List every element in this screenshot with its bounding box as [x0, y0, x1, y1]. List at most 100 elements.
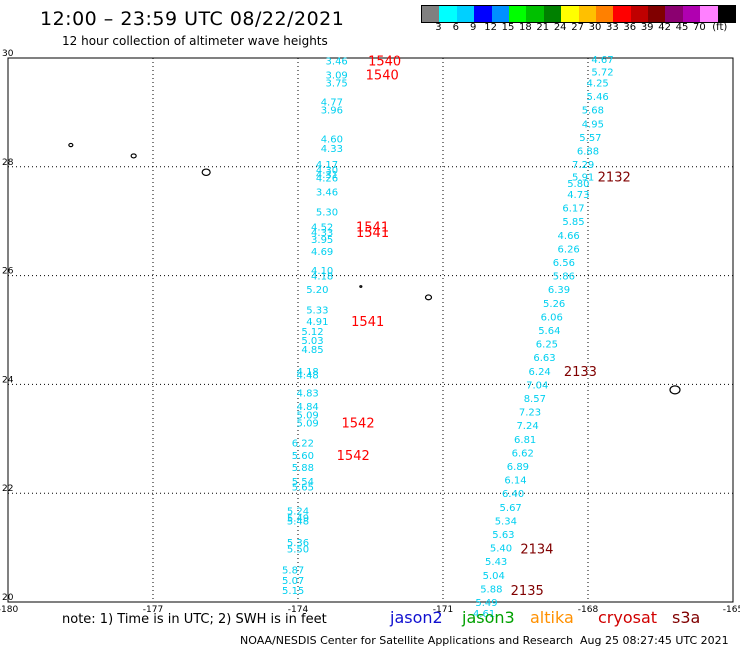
lat-tick-label: 24: [2, 375, 14, 385]
color-scale-label: 42: [658, 22, 671, 33]
footer-timestamp: Aug 25 08:27:45 UTC 2021: [580, 634, 729, 647]
wave-height-label: 3.46: [326, 57, 348, 68]
wave-height-label: 5.07: [282, 576, 304, 587]
lon-tick-label: -180: [0, 605, 18, 615]
color-swatch: [526, 6, 544, 22]
color-swatch: [595, 6, 614, 22]
wave-height-label: 7.24: [516, 421, 538, 432]
wave-height-label: 6.63: [533, 353, 555, 364]
color-scale-label: 6: [452, 22, 459, 33]
color-swatch: [543, 6, 562, 22]
island-outline: [359, 285, 363, 288]
wave-height-label: 4.61: [473, 609, 495, 620]
wave-height-label: 5.03: [301, 336, 323, 347]
wave-height-label: 5.09: [297, 410, 319, 421]
wave-height-label: 8.57: [524, 394, 546, 405]
lat-tick-label: 30: [2, 49, 14, 59]
lon-tick-label: -168: [578, 605, 599, 615]
orbit-number-label: 2133: [564, 365, 597, 380]
wave-height-label: 5.26: [543, 299, 565, 310]
wave-height-label: 6.39: [548, 285, 570, 296]
wave-height-label: 5.65: [292, 483, 314, 494]
wave-height-label: 5.87: [282, 565, 304, 576]
wave-height-label: 3.75: [326, 78, 348, 89]
color-scale-labels: 3 6 9 12 15 18 21 24 27 30 33 36 39 42 45 70 (ft): [421, 22, 740, 34]
island-outline: [68, 142, 74, 148]
wave-height-label: 5.04: [483, 571, 505, 582]
color-scale-label: 39: [640, 22, 654, 33]
orbit-number-label: 1540: [366, 68, 399, 83]
island-outline: [669, 385, 681, 395]
wave-height-label: 4.91: [306, 317, 328, 328]
wave-height-label: 5.36: [287, 538, 309, 549]
island-outline: [201, 168, 211, 177]
wave-height-label: 4.33: [321, 144, 343, 155]
wave-height-label: 5.48: [287, 516, 309, 527]
lon-tick-label: -174: [288, 605, 309, 615]
color-scale-label: 15: [501, 22, 515, 33]
color-scale-label: 12: [484, 22, 497, 33]
wave-height-label: 5.12: [301, 327, 323, 338]
wave-height-label: 5.09: [297, 418, 319, 429]
wave-height-label: 3.09: [326, 70, 348, 81]
color-swatch: [474, 6, 492, 22]
wave-height-label: 5.40: [490, 544, 512, 555]
wave-height-label: 4.85: [301, 345, 323, 356]
orbit-number-label: 1542: [337, 449, 370, 464]
wave-height-label: 4.30: [316, 166, 338, 177]
orbit-number-label: 1541: [351, 315, 384, 330]
wave-height-label: 5.88: [292, 463, 314, 474]
color-swatch: [578, 6, 596, 22]
wave-height-label: 4.33: [311, 228, 333, 239]
color-scale-label: 33: [606, 22, 619, 33]
wave-height-label: 6.25: [536, 340, 558, 351]
wave-height-label: 6.81: [514, 435, 536, 446]
wave-height-label: 4.18: [311, 272, 333, 283]
wave-height-label: 6.62: [512, 448, 534, 459]
page-subtitle: 12 hour collection of altimeter wave hei…: [62, 34, 328, 48]
wave-height-label: 7.23: [519, 408, 541, 419]
wave-height-label: 4.84: [297, 402, 319, 413]
color-scale-label: 70: [693, 22, 706, 33]
wave-height-label: 5.49: [287, 514, 309, 525]
wave-height-label: 6.89: [507, 462, 529, 473]
wave-height-label: 5.46: [587, 92, 609, 103]
footer-note: note: 1) Time is in UTC; 2) SWH is in fe…: [62, 612, 327, 627]
color-swatch: [508, 6, 527, 22]
wave-height-label: 4.66: [558, 231, 580, 242]
color-scale-bar: [421, 5, 737, 23]
wave-height-label: 5.68: [582, 106, 604, 117]
wave-height-label: 5.86: [553, 272, 575, 283]
lon-tick-label: -171: [433, 605, 453, 615]
wave-height-label: 4.31: [316, 170, 338, 181]
page-title: 12:00 – 23:59 UTC 08/22/2021: [40, 8, 345, 30]
wave-height-label: 5.88: [480, 584, 502, 595]
color-swatch: [491, 6, 509, 22]
wave-height-label: 4.73: [567, 190, 589, 201]
color-swatch: [648, 6, 666, 22]
orbit-number-label: 1542: [342, 416, 375, 431]
wave-height-label: 5.50: [287, 545, 309, 556]
wave-height-label: 5.80: [567, 179, 589, 190]
wave-height-label: 4.10: [311, 266, 333, 277]
legend-jason3: jason3: [462, 608, 515, 627]
wave-height-label: 5.64: [538, 326, 560, 337]
wave-height-label: 5.57: [579, 133, 601, 144]
wave-height-label: 5.33: [306, 305, 328, 316]
lat-tick-label: 26: [2, 267, 14, 277]
color-swatch: [561, 6, 579, 22]
wave-height-label: 4.83: [297, 389, 319, 400]
lon-tick-label: -165: [723, 605, 740, 615]
wave-height-label: 5.24: [287, 507, 309, 518]
wave-height-label: 5.63: [492, 530, 514, 541]
wave-height-label: 5.15: [282, 586, 304, 597]
orbit-number-label: 2132: [598, 171, 631, 186]
orbit-number-label: 2134: [520, 543, 553, 558]
wave-height-label: 4.77: [321, 98, 343, 109]
wave-height-label: 3.46: [316, 187, 338, 198]
color-scale-label: 30: [588, 22, 602, 33]
color-swatch: [665, 6, 683, 22]
wave-height-label: 6.14: [504, 476, 526, 487]
wave-height-label: 7.29: [572, 160, 594, 171]
